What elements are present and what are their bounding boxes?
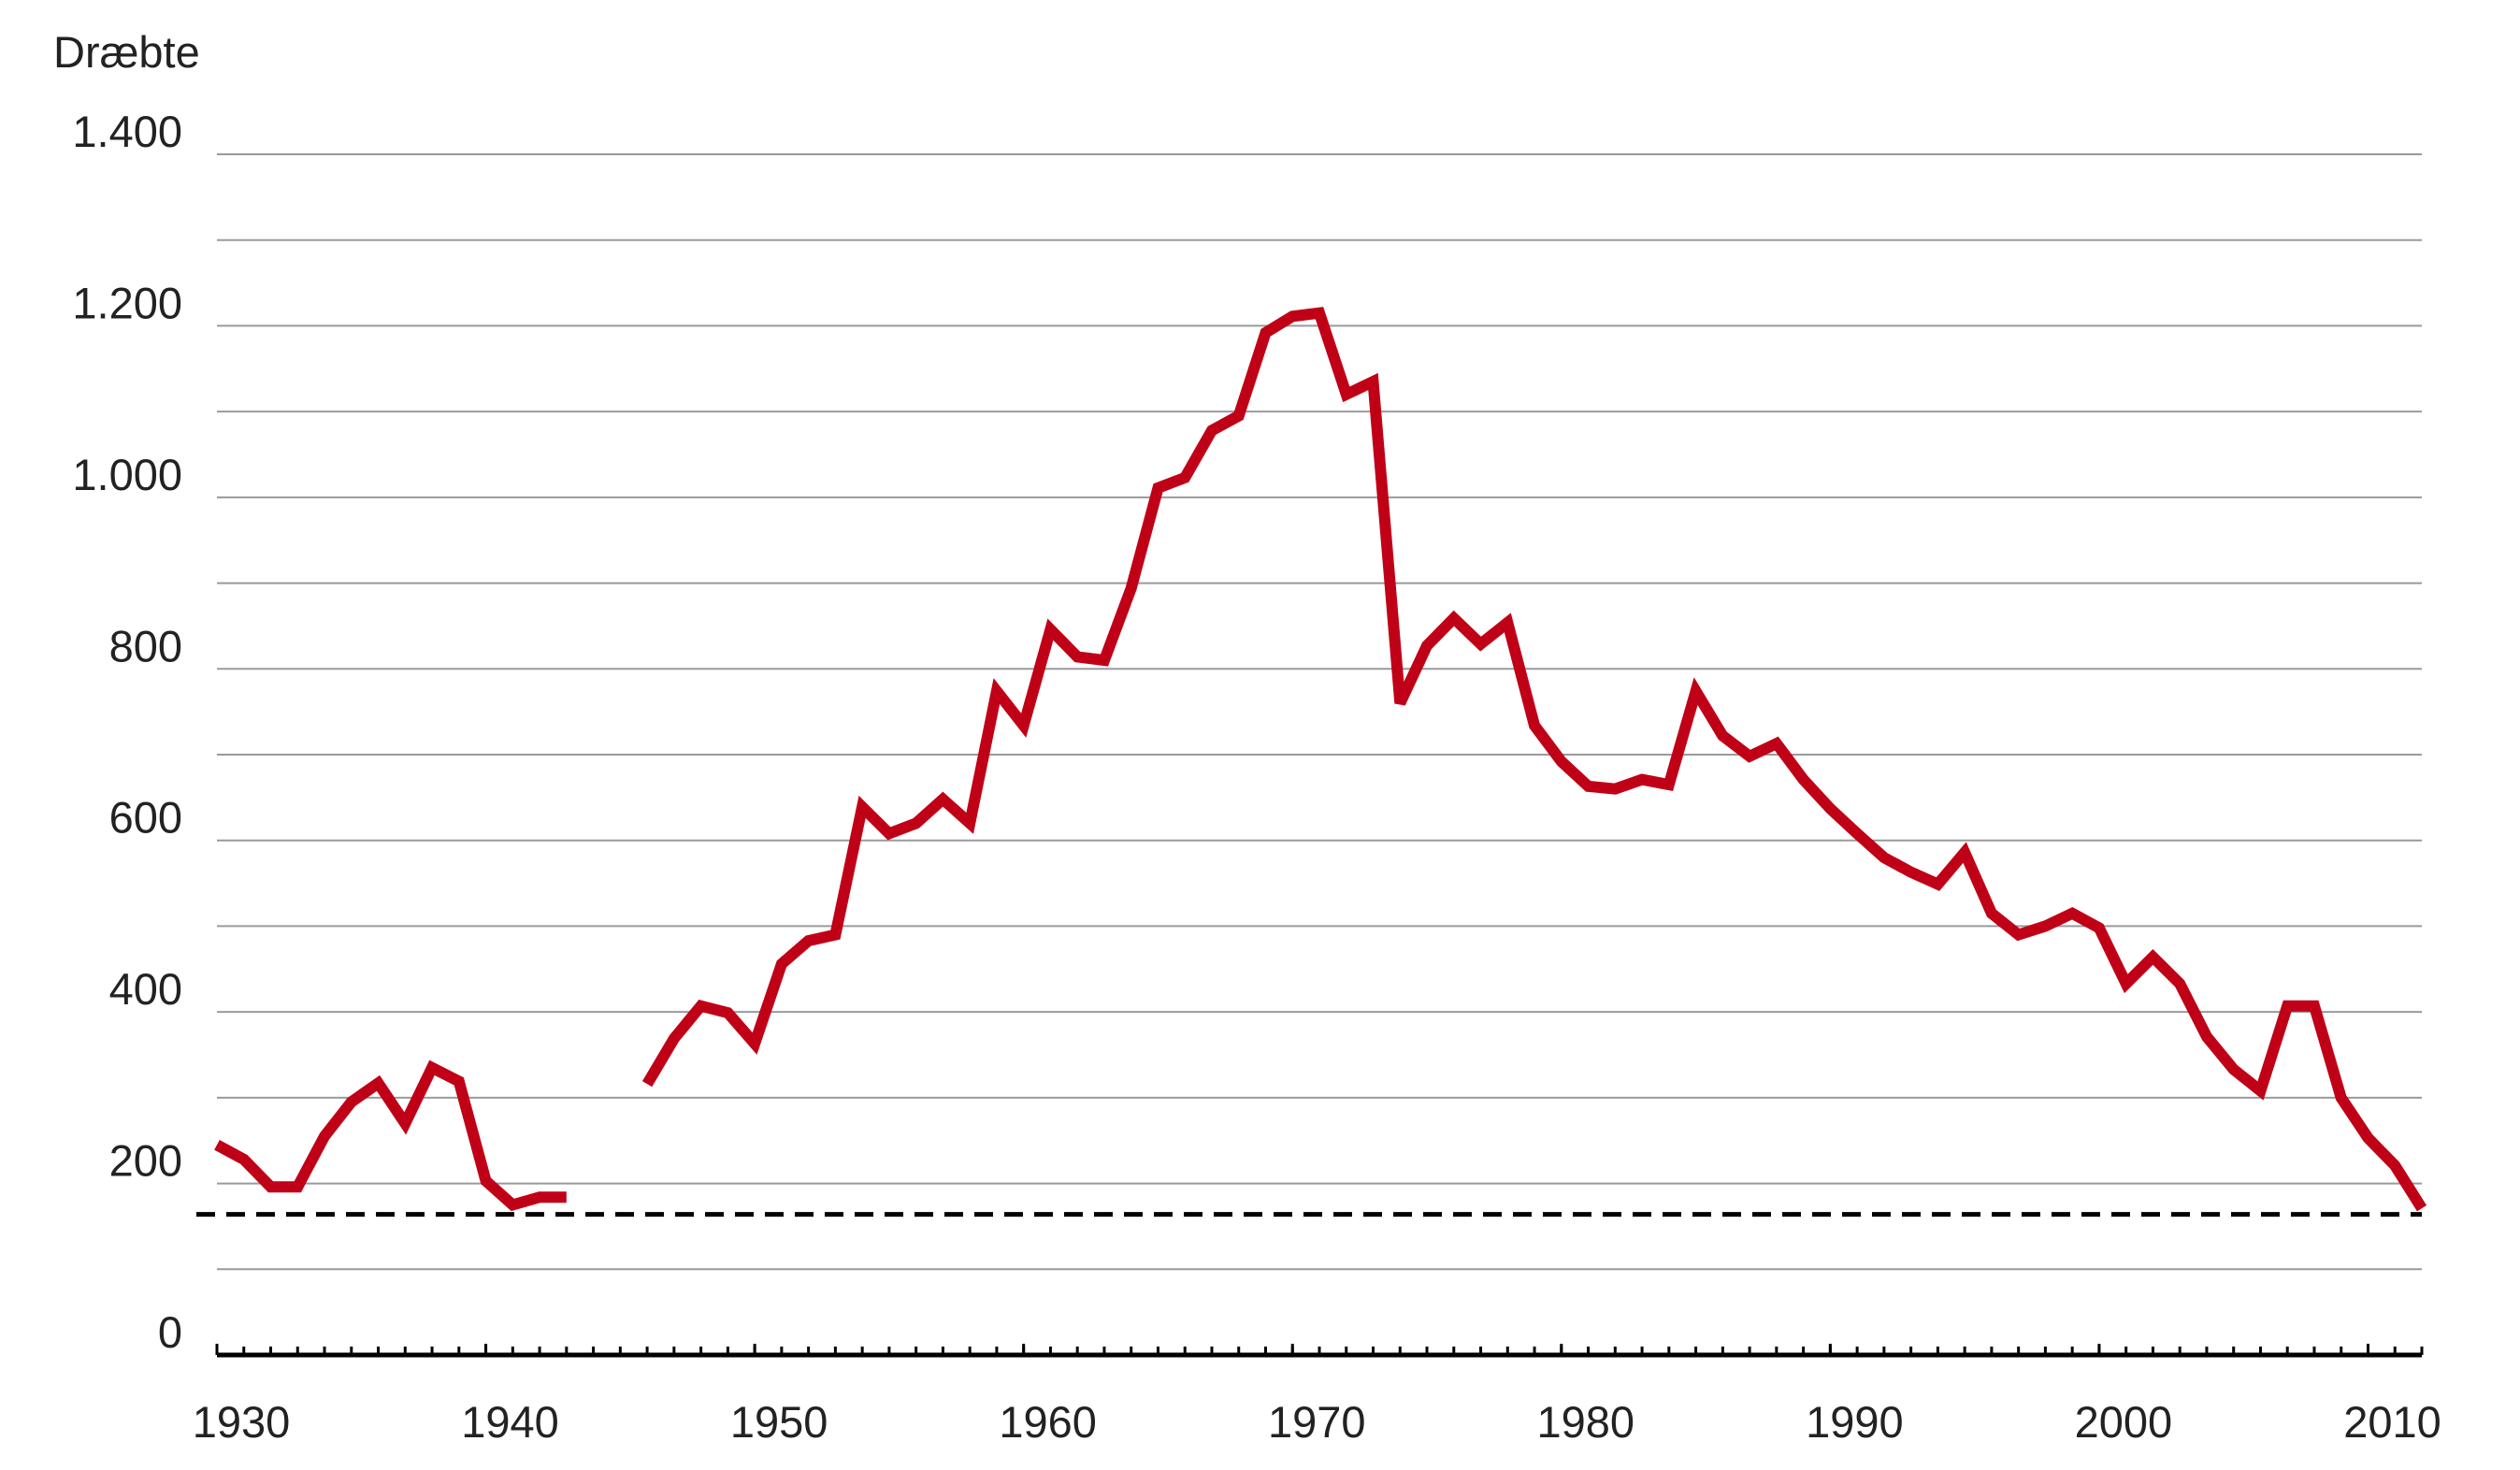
data-line xyxy=(214,307,2427,1212)
y-axis-label: Dræbte xyxy=(53,27,200,77)
x-tick-label: 1980 xyxy=(1537,1397,1635,1447)
y-tick-label: 400 xyxy=(109,964,182,1014)
x-tick-label: 1960 xyxy=(999,1397,1097,1447)
y-tick-label: 1.000 xyxy=(72,450,182,499)
x-tick-label: 1940 xyxy=(461,1397,559,1447)
x-tick-label: 1950 xyxy=(730,1397,828,1447)
x-tick-label: 2000 xyxy=(2075,1397,2173,1447)
x-tick-label: 2010 xyxy=(2343,1397,2441,1447)
y-tick-label: 1.400 xyxy=(72,107,182,156)
x-tick-label: 1990 xyxy=(1806,1397,1904,1447)
y-tick-label: 1.200 xyxy=(72,278,182,327)
x-tick-label: 1970 xyxy=(1268,1397,1366,1447)
x-tick-label: 1930 xyxy=(193,1397,291,1447)
y-tick-label: 0 xyxy=(158,1307,182,1357)
y-tick-label: 200 xyxy=(109,1136,182,1186)
y-tick-label: 600 xyxy=(109,793,182,843)
y-tick-label: 800 xyxy=(109,621,182,670)
